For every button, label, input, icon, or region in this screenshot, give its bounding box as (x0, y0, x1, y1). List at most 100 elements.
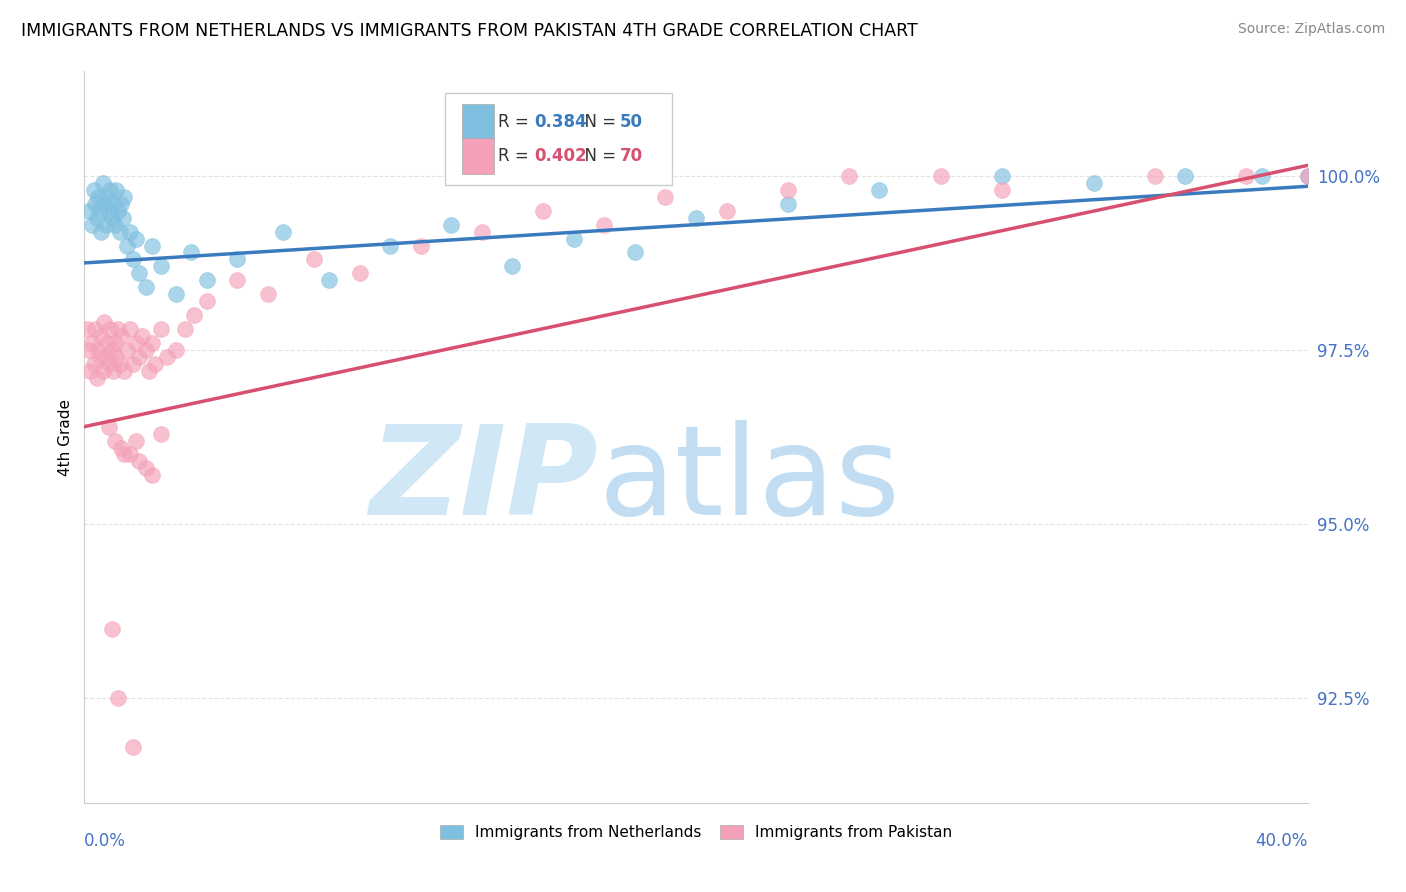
Point (90, 329, 112, 343)
Point (115, 343, 138, 357)
Point (94, 350, 117, 364)
Point (149, 322, 172, 336)
Point (120, 448, 142, 462)
Point (143, 357, 166, 371)
Point (93, 315, 115, 329)
Point (108, 357, 131, 371)
Point (107, 203, 129, 218)
Point (108, 225, 131, 239)
Point (101, 211, 124, 225)
Point (91, 364, 114, 378)
Point (112, 448, 135, 462)
Text: N =: N = (574, 113, 621, 131)
Point (105, 350, 128, 364)
Point (125, 434, 148, 448)
Point (195, 273, 218, 287)
Point (991, 183, 1014, 197)
Point (128, 454, 150, 468)
Text: 40.0%: 40.0% (1256, 832, 1308, 850)
Point (103, 364, 125, 378)
Point (94, 218, 117, 232)
Point (83, 183, 105, 197)
Point (103, 196, 125, 211)
Point (112, 190, 135, 204)
Point (101, 622, 124, 636)
Point (165, 343, 187, 357)
Point (380, 238, 402, 252)
Point (593, 218, 616, 232)
Text: N =: N = (574, 147, 621, 165)
Point (111, 211, 134, 225)
Point (138, 364, 160, 378)
Point (135, 343, 157, 357)
Point (128, 350, 150, 364)
Point (409, 238, 432, 252)
Point (502, 260, 524, 274)
Point (776, 196, 799, 211)
Point (141, 468, 163, 483)
Point (1083, 176, 1105, 190)
Text: Source: ZipAtlas.com: Source: ZipAtlas.com (1237, 22, 1385, 37)
Point (471, 225, 494, 239)
Point (716, 203, 738, 218)
Point (83, 357, 105, 371)
Point (89, 203, 111, 218)
Point (120, 225, 142, 239)
Point (141, 336, 163, 351)
Point (86, 211, 108, 225)
Point (257, 287, 280, 301)
Point (107, 691, 129, 706)
Point (97, 357, 120, 371)
Point (195, 294, 218, 309)
Point (77, 203, 100, 218)
Point (183, 308, 205, 322)
Point (440, 218, 463, 232)
Point (869, 183, 891, 197)
Point (180, 245, 202, 260)
Point (90, 225, 112, 239)
Point (165, 287, 187, 301)
Point (104, 218, 127, 232)
Point (96, 190, 118, 204)
Point (531, 203, 554, 218)
Point (115, 238, 138, 252)
Point (86, 371, 108, 385)
Text: 0.384: 0.384 (534, 113, 588, 131)
Point (110, 196, 132, 211)
Point (97, 419, 120, 434)
Point (76, 322, 98, 336)
Point (91, 176, 114, 190)
Point (125, 336, 148, 351)
Text: ZIP: ZIP (370, 420, 598, 541)
Point (1236, 169, 1258, 183)
Point (122, 252, 145, 267)
Point (84, 322, 107, 336)
FancyBboxPatch shape (446, 94, 672, 185)
Point (135, 461, 157, 475)
Y-axis label: 4th Grade: 4th Grade (58, 399, 73, 475)
Point (349, 266, 371, 280)
Point (776, 183, 799, 197)
Text: 0.402: 0.402 (534, 147, 588, 165)
Point (107, 322, 129, 336)
Point (226, 273, 249, 287)
Point (93, 196, 115, 211)
Point (135, 280, 157, 294)
Point (97, 203, 120, 218)
Point (156, 350, 179, 364)
Point (98, 183, 121, 197)
Text: 70: 70 (620, 147, 644, 165)
Point (79, 364, 101, 378)
Point (271, 225, 294, 239)
Point (112, 364, 135, 378)
Point (685, 211, 707, 225)
Point (96, 336, 118, 351)
Point (1296, 169, 1319, 183)
Point (562, 231, 585, 245)
Point (302, 252, 325, 267)
FancyBboxPatch shape (463, 104, 494, 140)
Point (1250, 169, 1272, 183)
Point (80, 336, 103, 351)
Point (125, 231, 148, 245)
Point (104, 434, 127, 448)
